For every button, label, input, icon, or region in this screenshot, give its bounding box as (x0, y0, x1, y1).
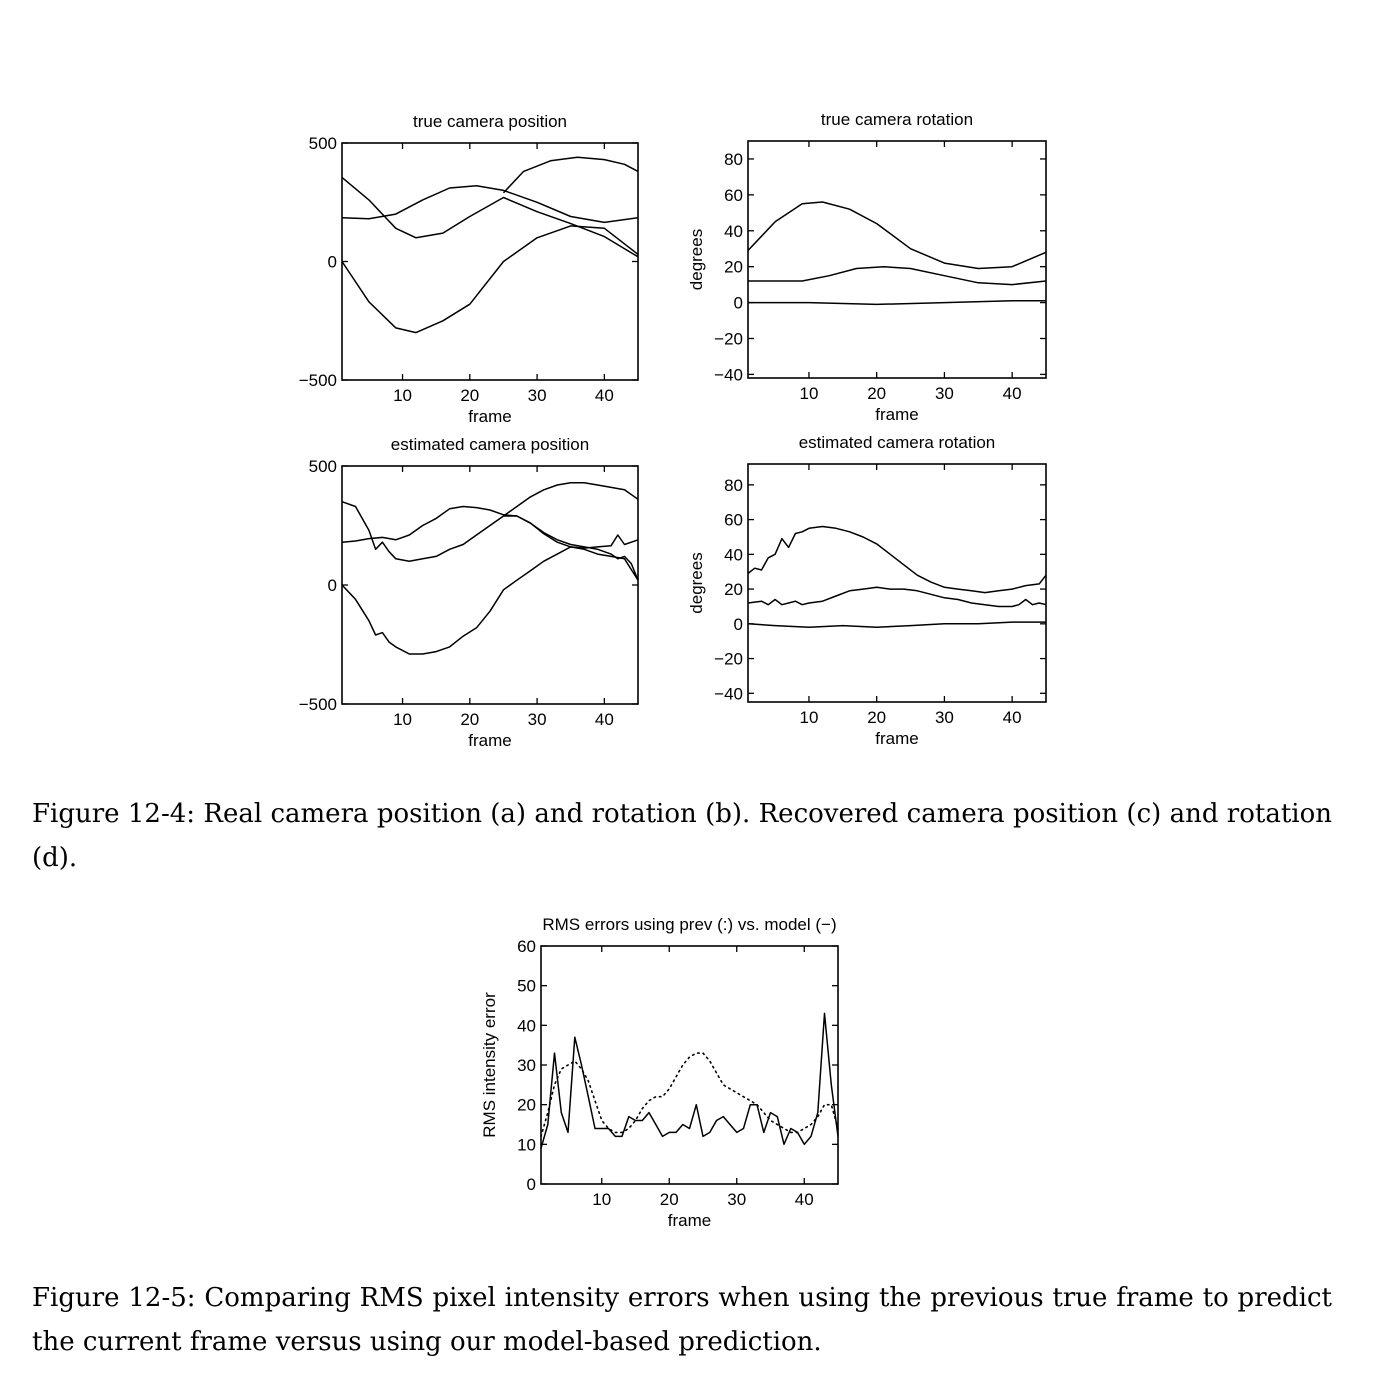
y-tick-label: −500 (299, 695, 337, 714)
y-tick-label: −40 (714, 684, 743, 703)
y-tick-label: 0 (527, 1175, 536, 1194)
x-tick-label: 30 (935, 708, 954, 727)
y-tick-label: 20 (724, 580, 743, 599)
y-axis-label: RMS intensity error (480, 992, 499, 1138)
y-tick-label: 0 (328, 576, 337, 595)
series-line (341, 225, 639, 334)
chart-title: estimated camera rotation (799, 433, 996, 452)
chart-estimated-camera-rotation: estimated camera rotation 10 20 30 40 80 60 40 2… (687, 433, 1047, 748)
y-tick-label: 40 (724, 222, 743, 241)
figure-12-5-caption: Figure 12-5: Comparing RMS pixel intensi… (32, 1283, 1332, 1357)
y-tick-label: −20 (714, 650, 743, 669)
chart-true-camera-position: true camera position 10 20 30 40 500 0 −500 fram… (299, 112, 639, 426)
y-tick-label: 500 (309, 134, 337, 153)
series-line (748, 265, 1047, 286)
plot-frame (747, 463, 1047, 703)
plot-frame (341, 142, 639, 381)
series-line-prev (540, 1052, 839, 1138)
y-tick-label: 500 (309, 457, 337, 476)
series-line (341, 505, 639, 549)
x-axis-label: frame (875, 729, 918, 748)
plot-frame (341, 465, 639, 705)
x-axis-label: frame (668, 1211, 711, 1230)
x-tick-label: 40 (1003, 384, 1022, 403)
x-tick-label: 40 (595, 386, 614, 405)
series-line (540, 1012, 839, 1149)
x-tick-label: 30 (528, 710, 547, 729)
figure-12-4-caption: Figure 12-4: Real camera position (a) an… (32, 799, 1332, 873)
x-tick-label: 10 (799, 708, 818, 727)
x-tick-label: 10 (799, 384, 818, 403)
y-tick-label: −20 (714, 330, 743, 349)
x-axis-label: frame (875, 405, 918, 424)
y-axis-label: degrees (687, 229, 706, 290)
x-tick-label: 40 (1003, 708, 1022, 727)
series-line (502, 156, 639, 194)
y-tick-label: −40 (714, 365, 743, 384)
x-tick-label: 20 (867, 708, 886, 727)
y-tick-label: 80 (724, 476, 743, 495)
x-tick-label: 20 (460, 710, 479, 729)
series-line (341, 500, 639, 581)
y-tick-label: 0 (734, 294, 743, 313)
y-axis-label: degrees (687, 552, 706, 613)
plot-frame (540, 945, 839, 1185)
y-tick-label: 60 (724, 511, 743, 530)
x-tick-label: 30 (727, 1190, 746, 1209)
figure-12-4-panels: true camera position 10 20 30 40 500 0 −500 fram… (299, 110, 1047, 750)
chart-rms-errors: RMS errors using prev (:) vs. model (−) 1… (480, 915, 839, 1230)
series-line (341, 176, 639, 258)
y-tick-label: 60 (724, 186, 743, 205)
series-line (747, 201, 1047, 270)
x-tick-label: 10 (393, 710, 412, 729)
y-tick-label: 50 (517, 977, 536, 996)
chart-title: RMS errors using prev (:) vs. model (−) (542, 915, 836, 934)
plot-frame (747, 140, 1047, 379)
y-tick-label: 0 (734, 615, 743, 634)
chart-title: estimated camera position (391, 435, 589, 454)
y-tick-label: 40 (517, 1016, 536, 1035)
y-tick-label: 30 (517, 1056, 536, 1075)
y-tick-label: 10 (517, 1135, 536, 1154)
y-tick-label: 20 (724, 258, 743, 277)
x-axis-label: frame (468, 407, 511, 426)
y-tick-label: 60 (517, 937, 536, 956)
series-line (747, 525, 1047, 594)
chart-true-camera-rotation: true camera rotation 10 20 30 40 80 60 40 20 0 −20… (687, 110, 1047, 424)
y-tick-label: 0 (328, 253, 337, 272)
series-line (747, 586, 1047, 608)
series-line (748, 300, 1046, 306)
x-tick-label: 40 (795, 1190, 814, 1209)
y-tick-label: 80 (724, 150, 743, 169)
y-tick-label: 20 (517, 1096, 536, 1115)
series-line (341, 546, 639, 655)
series-line (747, 621, 1046, 629)
series-line (503, 481, 639, 517)
y-tick-label: −500 (299, 371, 337, 390)
y-tick-label: 40 (724, 545, 743, 564)
chart-estimated-camera-position: estimated camera position 10 20 30 40 500 0 −50… (299, 435, 639, 750)
x-tick-label: 30 (528, 386, 547, 405)
x-tick-label: 20 (660, 1190, 679, 1209)
x-tick-label: 40 (595, 710, 614, 729)
chart-title: true camera rotation (821, 110, 973, 129)
x-tick-label: 20 (867, 384, 886, 403)
x-tick-label: 30 (935, 384, 954, 403)
x-tick-label: 10 (393, 386, 412, 405)
series-line (341, 184, 639, 224)
x-tick-label: 20 (460, 386, 479, 405)
x-tick-label: 10 (592, 1190, 611, 1209)
chart-title: true camera position (413, 112, 567, 131)
x-axis-label: frame (468, 731, 511, 750)
